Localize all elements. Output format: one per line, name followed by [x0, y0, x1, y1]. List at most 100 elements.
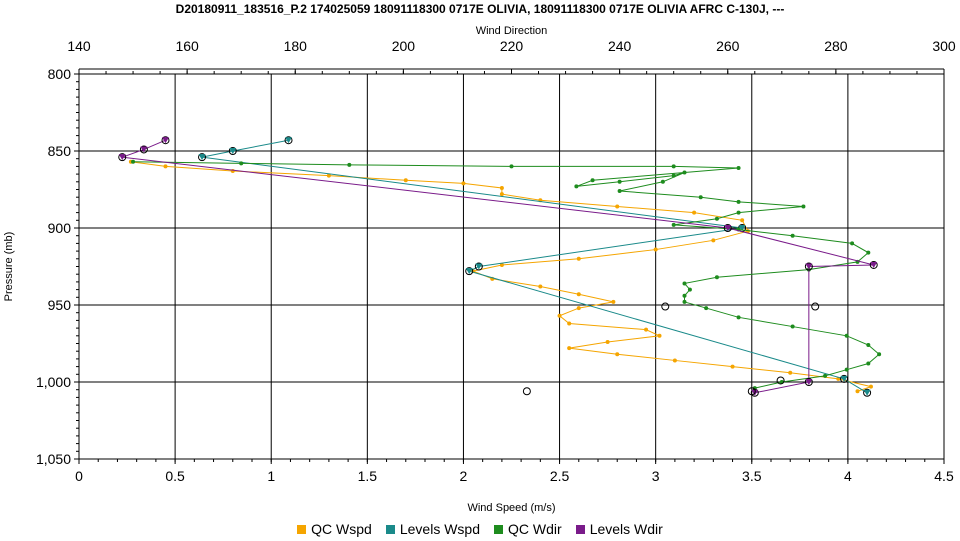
data-point	[877, 352, 882, 357]
data-point	[557, 313, 562, 318]
series-qc-wspd	[128, 159, 873, 394]
data-point	[776, 376, 785, 385]
data-point	[869, 260, 878, 269]
data-point-marker	[465, 268, 473, 275]
data-point	[844, 333, 849, 338]
data-point	[509, 164, 514, 169]
data-point-marker	[140, 146, 148, 153]
data-point	[682, 299, 687, 304]
data-point	[672, 358, 677, 363]
axes: 0 0.5 1 1.5 2 2.5 3 3.5 4 4.5 140 160 180 200 220 240 26…	[36, 38, 956, 484]
grid	[79, 74, 944, 459]
data-point	[698, 195, 703, 200]
data-point	[855, 389, 860, 394]
data-point	[801, 204, 806, 209]
x2-tick-label: 300	[932, 38, 956, 54]
data-point	[866, 361, 871, 366]
x2-tick-label: 220	[500, 38, 524, 54]
legend-item: QC Wdir	[494, 521, 562, 537]
x-tick-label: 1.5	[358, 468, 378, 484]
y-tick-label: 950	[48, 297, 72, 313]
x-tick-label: 2.5	[550, 468, 570, 484]
y-tick-label: 900	[48, 220, 72, 236]
data-point	[714, 216, 719, 221]
data-point-marker	[229, 148, 237, 154]
data-point	[692, 210, 697, 215]
data-point-marker	[724, 225, 732, 231]
y-tick-label: 800	[48, 66, 72, 82]
data-point-marker	[840, 375, 848, 382]
data-point	[499, 192, 504, 197]
x-tick-label: 0	[75, 468, 83, 484]
x2-tick-label: 180	[284, 38, 308, 54]
data-point	[736, 165, 741, 170]
x2-tick-label: 160	[175, 38, 199, 54]
data-point	[682, 281, 687, 286]
legend-swatch	[385, 524, 395, 534]
data-point	[711, 238, 716, 243]
data-point	[605, 339, 610, 344]
data-point-marker	[870, 261, 878, 268]
data-point	[499, 262, 504, 267]
data-point	[661, 302, 670, 311]
data-point	[723, 224, 732, 232]
legend: QC Wspd Levels Wspd QC Wdir Levels Wdir	[0, 521, 960, 537]
data-point	[465, 267, 474, 276]
data-point	[228, 147, 237, 155]
data-point	[687, 287, 692, 292]
x2-tick-label: 200	[392, 38, 416, 54]
legend-label: QC Wdir	[508, 521, 562, 537]
y-axis-label: Pressure (mb)	[3, 232, 15, 302]
legend-item: QC Wspd	[297, 521, 372, 537]
data-point	[736, 210, 741, 215]
data-point	[163, 164, 168, 169]
x-tick-label: 2	[460, 468, 468, 484]
data-point	[615, 204, 620, 209]
data-point	[347, 162, 352, 167]
data-point	[868, 384, 873, 389]
data-point	[499, 185, 504, 190]
data-point	[284, 136, 293, 145]
data-point	[161, 136, 170, 145]
data-point	[567, 321, 572, 326]
data-point-marker	[285, 137, 293, 144]
data-point	[139, 145, 148, 154]
data-point	[682, 170, 687, 175]
series-levels-wdir	[118, 136, 878, 397]
data-point	[474, 262, 483, 271]
legend-swatch	[575, 524, 585, 534]
data-point	[461, 181, 466, 186]
data-point	[118, 153, 127, 162]
data-point	[574, 184, 579, 189]
data-point	[863, 388, 872, 397]
y-tick-label: 850	[48, 143, 72, 159]
data-point	[788, 370, 793, 375]
data-point	[823, 373, 828, 378]
data-point	[660, 179, 665, 184]
x-tick-label: 1	[267, 468, 275, 484]
data-point	[653, 247, 658, 252]
data-point	[736, 315, 741, 320]
data-point	[239, 161, 244, 166]
data-point	[671, 173, 676, 178]
y-tick-label: 1,050	[36, 451, 71, 467]
data-point	[866, 250, 871, 255]
data-point	[790, 324, 795, 329]
data-point	[538, 284, 543, 289]
data-point	[590, 178, 595, 183]
x2-tick-label: 260	[716, 38, 740, 54]
data-point	[644, 327, 649, 332]
data-point	[671, 222, 676, 227]
x-tick-label: 0.5	[165, 468, 185, 484]
data-point	[617, 179, 622, 184]
x2-tick-label: 240	[608, 38, 632, 54]
data-point	[704, 306, 709, 311]
data-point	[714, 275, 719, 280]
data-point	[611, 299, 616, 304]
data-point-marker	[198, 154, 206, 161]
data-point	[850, 241, 855, 246]
series-layer	[118, 136, 882, 397]
data-point	[576, 292, 581, 297]
x-tick-label: 3.5	[742, 468, 762, 484]
legend-label: Levels Wspd	[399, 521, 481, 537]
